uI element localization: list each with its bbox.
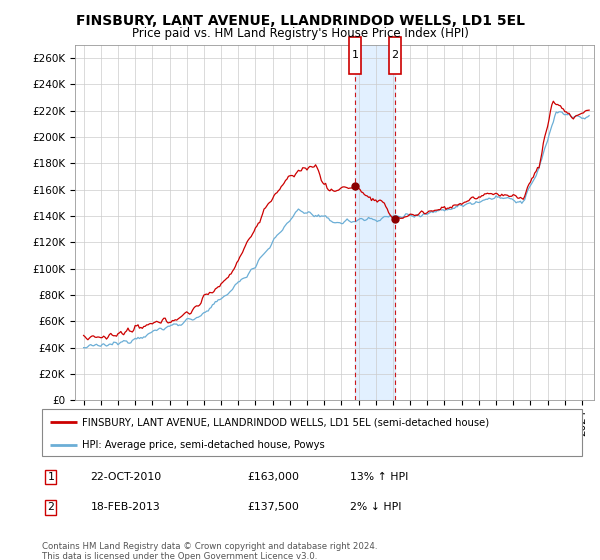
- Text: 22-OCT-2010: 22-OCT-2010: [91, 472, 162, 482]
- FancyBboxPatch shape: [389, 37, 401, 74]
- Text: FINSBURY, LANT AVENUE, LLANDRINDOD WELLS, LD1 5EL (semi-detached house): FINSBURY, LANT AVENUE, LLANDRINDOD WELLS…: [83, 417, 490, 427]
- Text: Contains HM Land Registry data © Crown copyright and database right 2024.
This d: Contains HM Land Registry data © Crown c…: [42, 542, 377, 560]
- Text: 18-FEB-2013: 18-FEB-2013: [91, 502, 160, 512]
- Text: FINSBURY, LANT AVENUE, LLANDRINDOD WELLS, LD1 5EL: FINSBURY, LANT AVENUE, LLANDRINDOD WELLS…: [76, 14, 524, 28]
- Text: 13% ↑ HPI: 13% ↑ HPI: [350, 472, 408, 482]
- Text: 1: 1: [47, 472, 54, 482]
- Text: Price paid vs. HM Land Registry's House Price Index (HPI): Price paid vs. HM Land Registry's House …: [131, 27, 469, 40]
- Text: HPI: Average price, semi-detached house, Powys: HPI: Average price, semi-detached house,…: [83, 440, 325, 450]
- Bar: [355, 45, 395, 400]
- FancyBboxPatch shape: [349, 37, 361, 74]
- Text: £137,500: £137,500: [247, 502, 299, 512]
- Text: 1: 1: [352, 50, 359, 60]
- Text: 2% ↓ HPI: 2% ↓ HPI: [350, 502, 401, 512]
- Text: 2: 2: [47, 502, 54, 512]
- Text: 2: 2: [391, 50, 398, 60]
- Text: £163,000: £163,000: [247, 472, 299, 482]
- FancyBboxPatch shape: [42, 409, 582, 456]
